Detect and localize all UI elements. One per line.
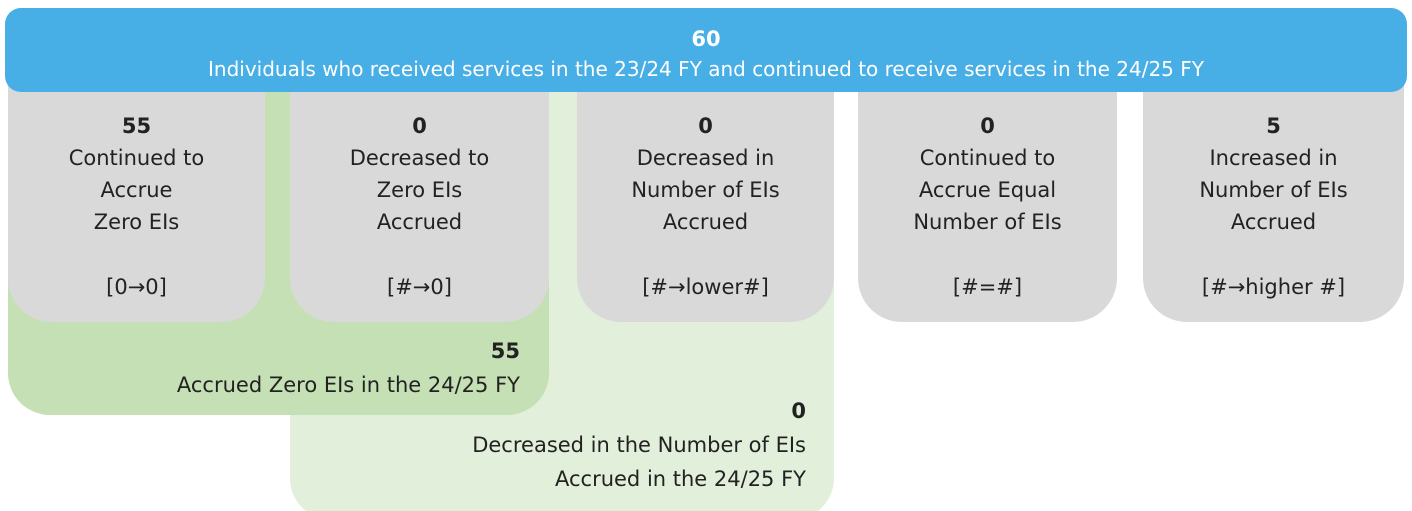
category-box: 0 Continued to Accrue Equal Number of EIs [#… [858, 80, 1117, 322]
header: 60 Individuals who received services in … [5, 8, 1407, 92]
group-text: 0 Decreased in the Number of EIs Accrued i… [472, 394, 806, 496]
category-box: 0 Decreased to Zero EIs Accrued [#→0] [290, 80, 549, 322]
group-value: 0 [791, 399, 806, 423]
header-value: 60 [691, 27, 721, 51]
group-value: 55 [490, 339, 520, 363]
box-value: 55 [121, 114, 152, 138]
box-label: Continued to [919, 146, 1056, 170]
box-value: 0 [412, 114, 427, 138]
box-label: Continued to [68, 146, 205, 170]
box-label: Accrued [376, 210, 463, 234]
box-label: Zero EIs [93, 210, 180, 234]
box-code: [#→lower#] [642, 275, 769, 299]
category-box: 5 Increased in Number of EIs Accrued [#→high… [1143, 80, 1404, 322]
box-label: Increased in [1209, 146, 1338, 170]
box-label: Accrued [1230, 210, 1317, 234]
box-label: Number of EIs [913, 210, 1062, 234]
category-box: 55 Continued to Accrue Zero EIs [0→0] [8, 80, 265, 322]
box-label: Number of EIs [1199, 178, 1348, 202]
box-label: Number of EIs [631, 178, 780, 202]
header-label: Individuals who received services in the… [208, 57, 1204, 81]
group-label: Accrued Zero EIs in the 24/25 FY [176, 373, 520, 397]
box-label: Zero EIs [376, 178, 463, 202]
box-label: Accrued [662, 210, 749, 234]
box-value: 5 [1266, 114, 1281, 138]
box-code: [#=#] [952, 275, 1023, 299]
group-text: 55 Accrued Zero EIs in the 24/25 FY [177, 334, 520, 402]
box-code: [#→higher #] [1201, 275, 1346, 299]
box-code: [0→0] [106, 275, 167, 299]
box-label: Decreased in [636, 146, 775, 170]
box-label: Decreased to [349, 146, 490, 170]
group-label: Accrued in the 24/25 FY [554, 467, 806, 491]
category-box: 0 Decreased in Number of EIs Accrued [#→lowe… [577, 80, 834, 322]
box-code: [#→0] [387, 275, 452, 299]
group-label: Decreased in the Number of EIs [472, 433, 806, 457]
box-label: Accrue [100, 178, 173, 202]
box-value: 0 [698, 114, 713, 138]
box-label: Accrue Equal [918, 178, 1057, 202]
box-value: 0 [980, 114, 995, 138]
